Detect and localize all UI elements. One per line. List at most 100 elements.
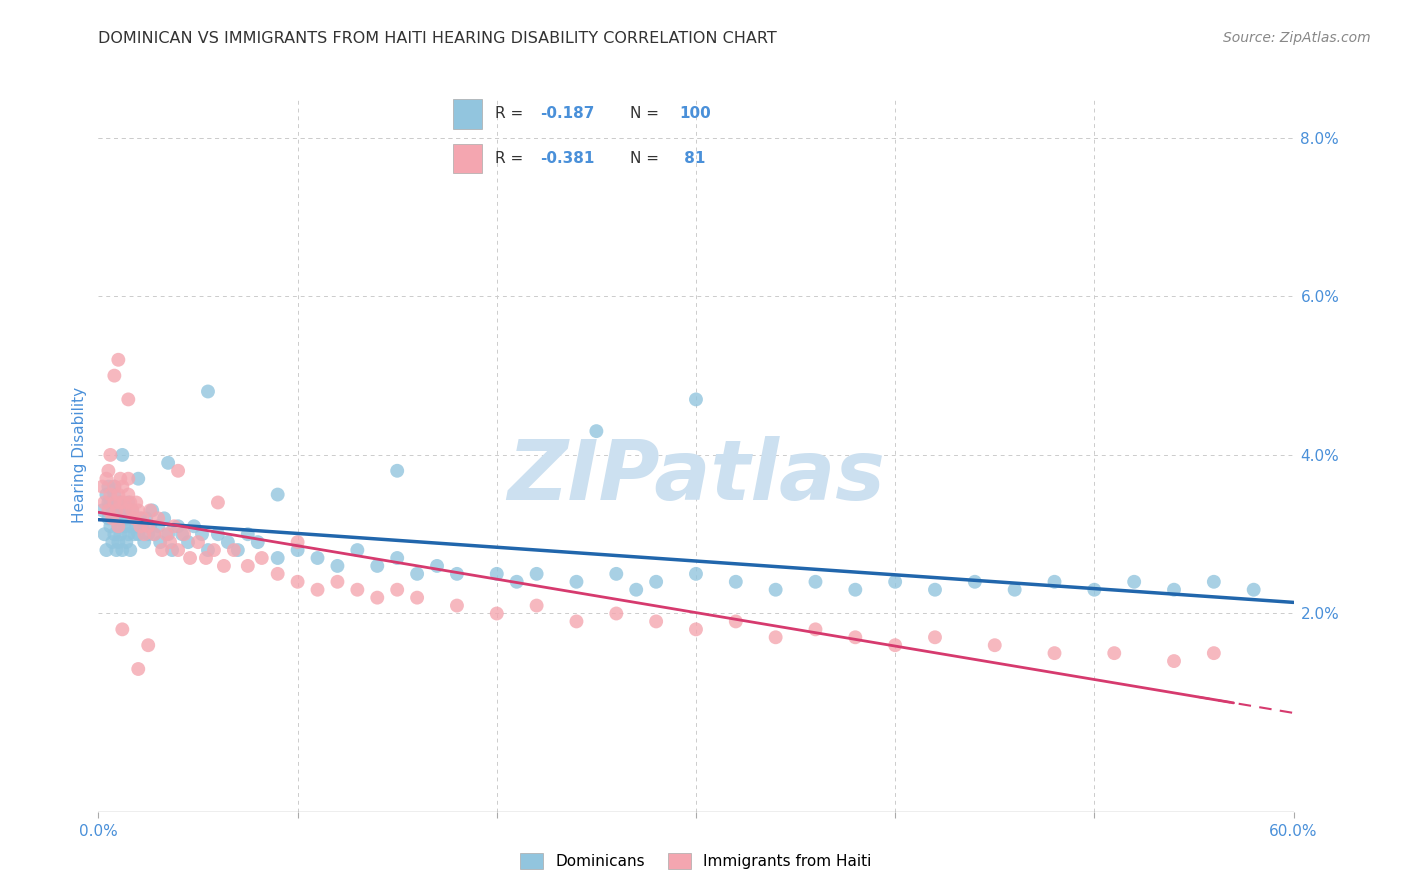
Point — [107, 519, 129, 533]
Point — [115, 503, 138, 517]
Point — [307, 551, 329, 566]
Point — [160, 543, 183, 558]
Point — [406, 566, 429, 581]
Point — [187, 535, 209, 549]
Point — [1202, 646, 1225, 660]
Point — [107, 535, 129, 549]
Point — [97, 511, 120, 525]
Point — [426, 558, 449, 573]
Point — [526, 566, 548, 581]
Point — [167, 543, 190, 558]
Point — [103, 487, 125, 501]
Point — [267, 487, 290, 501]
Text: 81: 81 — [679, 151, 706, 166]
Point — [924, 630, 946, 644]
Point — [765, 630, 787, 644]
Text: 100: 100 — [679, 106, 710, 121]
Point — [111, 480, 134, 494]
Text: R =: R = — [495, 106, 527, 121]
Y-axis label: Hearing Disability: Hearing Disability — [72, 387, 87, 523]
Point — [97, 464, 120, 478]
Point — [307, 582, 329, 597]
Point — [127, 527, 149, 541]
Point — [924, 582, 946, 597]
Text: ZIPatlas: ZIPatlas — [508, 436, 884, 516]
Point — [446, 599, 468, 613]
Point — [131, 511, 153, 525]
Point — [326, 558, 349, 573]
Point — [139, 503, 162, 517]
Point — [346, 543, 368, 558]
Point — [115, 535, 138, 549]
Point — [385, 551, 409, 566]
Point — [125, 495, 148, 509]
Point — [222, 543, 245, 558]
Point — [103, 480, 125, 494]
Text: Source: ZipAtlas.com: Source: ZipAtlas.com — [1223, 31, 1371, 45]
Point — [112, 495, 135, 509]
Point — [724, 574, 747, 589]
Point — [485, 607, 508, 621]
Point — [366, 591, 388, 605]
Point — [167, 519, 190, 533]
Point — [97, 503, 120, 517]
Point — [217, 535, 239, 549]
Point — [804, 623, 827, 637]
Point — [645, 615, 668, 629]
Point — [120, 495, 142, 509]
Point — [197, 543, 219, 558]
Point — [1123, 574, 1146, 589]
Point — [1102, 646, 1125, 660]
Point — [91, 503, 114, 517]
Point — [1202, 574, 1225, 589]
Legend: Dominicans, Immigrants from Haiti: Dominicans, Immigrants from Haiti — [515, 847, 877, 875]
Point — [139, 519, 162, 533]
Point — [226, 543, 249, 558]
Point — [179, 551, 201, 566]
Point — [129, 519, 152, 533]
Point — [804, 574, 827, 589]
Point — [884, 638, 907, 652]
Point — [117, 472, 139, 486]
Point — [287, 535, 309, 549]
Point — [485, 566, 508, 581]
Point — [212, 558, 235, 573]
Point — [110, 495, 132, 509]
Point — [136, 519, 159, 533]
Text: -0.187: -0.187 — [540, 106, 595, 121]
Point — [167, 464, 190, 478]
Point — [100, 519, 122, 533]
Point — [685, 623, 707, 637]
Point — [121, 503, 143, 517]
Point — [107, 519, 129, 533]
Point — [191, 527, 214, 541]
Point — [724, 615, 747, 629]
Point — [236, 558, 259, 573]
Point — [111, 448, 134, 462]
Point — [115, 511, 138, 525]
Point — [884, 574, 907, 589]
Point — [101, 503, 124, 517]
Point — [134, 527, 156, 541]
Point — [267, 566, 290, 581]
Point — [163, 519, 186, 533]
Point — [1004, 582, 1026, 597]
Point — [97, 495, 120, 509]
Point — [626, 582, 648, 597]
Point — [155, 527, 177, 541]
Point — [141, 503, 163, 517]
Point — [446, 566, 468, 581]
Point — [406, 591, 429, 605]
Point — [685, 392, 707, 407]
Point — [91, 480, 114, 494]
Point — [124, 511, 146, 525]
Point — [159, 535, 181, 549]
Point — [246, 535, 269, 549]
Point — [100, 487, 122, 501]
Point — [143, 527, 166, 541]
Point — [506, 574, 529, 589]
Point — [125, 519, 148, 533]
Point — [100, 448, 122, 462]
FancyBboxPatch shape — [453, 144, 482, 173]
Point — [287, 574, 309, 589]
